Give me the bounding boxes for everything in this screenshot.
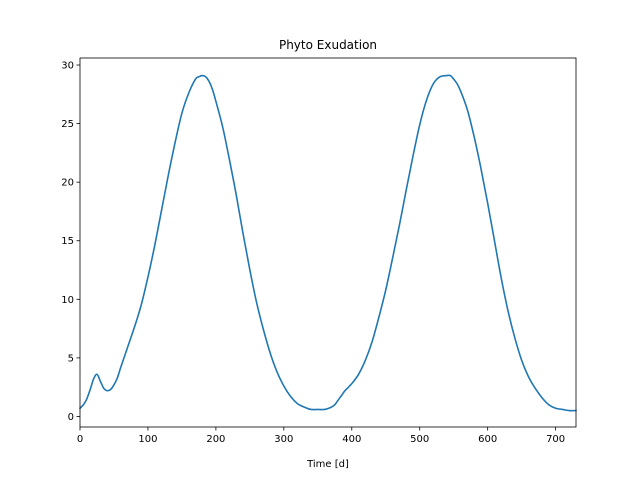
ticks-layer: 0 100 200 300 400 500 600 700 0 5 10 15 20 25 30 [61, 61, 565, 445]
y-tick-label: 30 [61, 61, 74, 72]
x-tick-label: 0 [77, 434, 83, 445]
x-tick-label: 300 [274, 434, 293, 445]
x-tick-label: 100 [138, 434, 157, 445]
series-layer [79, 74, 577, 412]
y-tick-label: 5 [68, 353, 74, 364]
series-line [79, 74, 577, 412]
y-tick-label: 15 [61, 236, 74, 247]
x-axis-label: Time [d] [306, 459, 349, 470]
x-tick-label: 700 [546, 434, 565, 445]
y-tick-label: 25 [61, 119, 74, 130]
x-tick-label: 600 [478, 434, 497, 445]
y-tick-label: 20 [61, 178, 74, 189]
chart-title: Phyto Exudation [279, 38, 377, 52]
y-tick-label: 10 [61, 295, 74, 306]
y-tick-label: 0 [68, 412, 74, 423]
plot-frame [79, 57, 577, 428]
x-tick-label: 500 [410, 434, 429, 445]
x-tick-label: 400 [342, 434, 361, 445]
x-tick-label: 200 [206, 434, 225, 445]
